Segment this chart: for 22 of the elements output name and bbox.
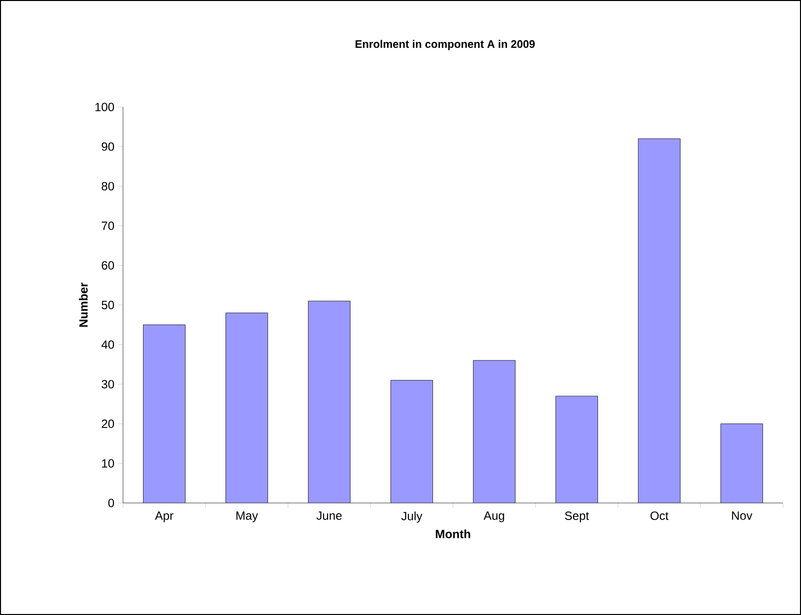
x-tick-label: May	[236, 512, 258, 522]
y-tick-label: 80	[102, 182, 114, 190]
x-tick-label: Apr	[154, 512, 174, 522]
y-tick-label: 0	[108, 498, 114, 508]
y-tick-label: 70	[102, 222, 114, 230]
x-tick-label: July	[401, 512, 422, 523]
y-tick-label: 20	[102, 420, 114, 428]
y-tick-label: 30	[102, 380, 114, 388]
y-axis-title: Number	[78, 282, 88, 327]
y-tick-label: 10	[102, 459, 114, 468]
x-tick-label: Nov	[732, 512, 752, 520]
x-tick-label: Sept	[565, 512, 589, 522]
chart-title: Enrolment in component A in 2009	[356, 40, 535, 50]
y-tick-label: 60	[102, 261, 114, 270]
x-tick-label: Aug	[484, 512, 504, 522]
x-tick-label: Oct	[650, 512, 668, 520]
y-tick-label: 50	[102, 300, 114, 310]
y-tick-label: 100	[95, 102, 114, 112]
x-tick-label: June	[316, 512, 342, 520]
y-tick-label: 90	[102, 142, 114, 151]
y-tick-label: 40	[101, 340, 114, 349]
x-axis-title: Month	[436, 529, 470, 538]
